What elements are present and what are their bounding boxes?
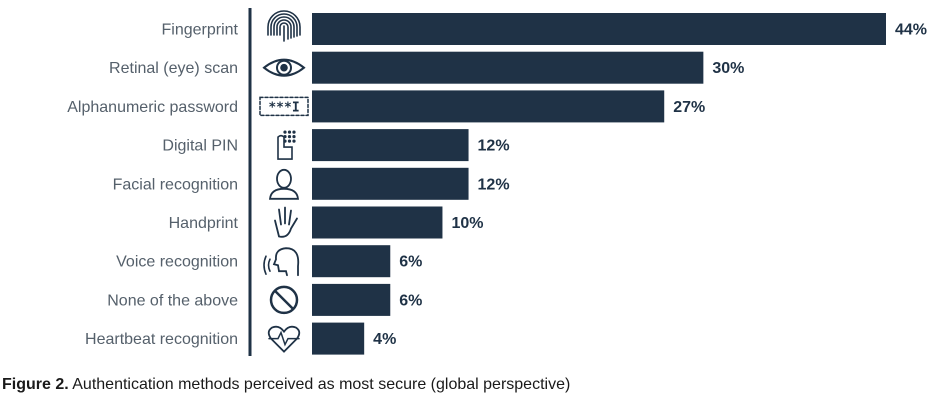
hand-icon <box>274 206 298 238</box>
face-person-icon <box>269 168 299 200</box>
heartbeat-icon <box>267 325 301 353</box>
value-label: 12% <box>478 176 510 193</box>
category-label: None of the above <box>107 292 238 309</box>
value-label: 27% <box>673 99 705 116</box>
value-label: 10% <box>451 215 483 232</box>
figure-caption: Figure 2. Authentication methods perceiv… <box>2 376 570 394</box>
category-label: Retinal (eye) scan <box>109 60 238 77</box>
password-field-icon: ***I <box>259 96 309 117</box>
bar <box>312 51 704 84</box>
value-label: 30% <box>712 60 744 77</box>
fingerprint-icon <box>267 10 301 42</box>
voice-speaking-icon <box>263 247 300 277</box>
bar <box>312 245 391 278</box>
category-label: Handprint <box>169 215 239 232</box>
value-label: 6% <box>399 254 422 271</box>
bar <box>312 283 391 316</box>
category-label: Digital PIN <box>162 138 238 155</box>
category-label: Voice recognition <box>116 254 238 271</box>
category-label: Alphanumeric password <box>67 99 238 116</box>
value-label: 6% <box>399 292 422 309</box>
keypad-hand-icon <box>277 130 296 160</box>
bar <box>312 13 886 45</box>
value-label: 44% <box>895 22 927 39</box>
eye-icon <box>262 58 306 77</box>
prohibited-icon <box>269 285 299 315</box>
bar <box>312 90 665 123</box>
bar <box>312 322 365 355</box>
category-label: Heartbeat recognition <box>85 331 238 348</box>
category-label: Fingerprint <box>162 22 239 39</box>
value-label: 12% <box>478 138 510 155</box>
caption-label: Figure 2. <box>2 376 69 393</box>
category-label: Facial recognition <box>113 176 238 193</box>
bar-chart: Fingerprint 44% Retinal (eye) scan 30% Alpha… <box>67 8 927 356</box>
bar <box>312 167 469 200</box>
value-label: 4% <box>373 331 396 348</box>
svg-text:***I: ***I <box>268 100 299 115</box>
bar <box>312 206 443 239</box>
bar <box>312 129 469 162</box>
caption-text: Authentication methods perceived as most… <box>68 376 571 393</box>
